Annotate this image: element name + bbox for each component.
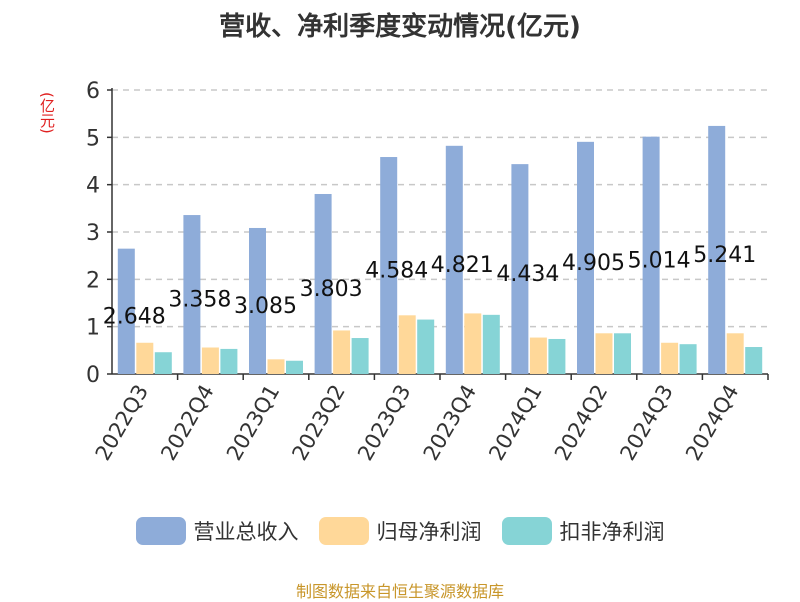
- y-tick-label: 1: [86, 316, 100, 341]
- bar-net-profit: [267, 359, 285, 374]
- y-tick-label: 5: [86, 126, 100, 151]
- bar-net-profit: [201, 347, 219, 374]
- bar-net-profit: [333, 330, 351, 374]
- bar-deducted-profit: [417, 319, 435, 374]
- bar-net-profit: [398, 315, 416, 374]
- bar-revenue: [314, 193, 332, 374]
- x-tick-label: 2024Q2: [550, 381, 612, 465]
- chart-title: 营收、净利季度变动情况(亿元): [219, 12, 581, 42]
- data-label-revenue: 4.584: [365, 259, 428, 284]
- bar-revenue: [380, 157, 398, 374]
- x-tick-label: 2023Q4: [419, 381, 481, 465]
- bar-deducted-profit: [286, 360, 303, 374]
- legend-label-deducted-profit: 扣非净利润: [559, 520, 665, 544]
- y-tick-label: 4: [86, 174, 100, 199]
- bar-revenue: [249, 227, 266, 374]
- legend-item-net-profit[interactable]: 归母净利润: [318, 516, 482, 546]
- x-tick-label: 2023Q1: [222, 381, 284, 465]
- legend-item-revenue[interactable]: 营业总收入: [135, 516, 299, 546]
- y-tick-label: 2: [86, 268, 100, 293]
- y-tick-label: 0: [86, 363, 100, 388]
- data-label-revenue: 5.014: [628, 248, 691, 273]
- data-label-revenue: 4.434: [496, 262, 559, 287]
- bar-deducted-profit: [154, 352, 172, 374]
- bar-revenue: [642, 136, 660, 374]
- data-label-revenue: 4.905: [562, 251, 625, 276]
- bar-net-profit: [464, 313, 482, 374]
- data-label-revenue: 3.803: [300, 277, 363, 302]
- bar-deducted-profit: [482, 314, 500, 374]
- bar-deducted-profit: [614, 333, 631, 374]
- x-tick-label: 2024Q1: [484, 381, 546, 465]
- legend-label-net-profit: 归母净利润: [376, 520, 482, 544]
- bar-revenue: [117, 248, 135, 374]
- bar-revenue: [183, 215, 201, 374]
- x-tick-label: 2022Q4: [156, 381, 218, 465]
- x-tick-label: 2024Q4: [681, 381, 743, 465]
- legend-swatch-revenue: [135, 517, 186, 545]
- data-source-note: 制图数据来自恒生聚源数据库: [295, 582, 504, 601]
- data-label-revenue: 4.821: [431, 253, 494, 278]
- bar-deducted-profit: [220, 348, 238, 374]
- legend: 营业总收入 归母净利润 扣非净利润: [0, 516, 800, 546]
- data-label-revenue: 3.358: [168, 288, 231, 313]
- bar-net-profit: [136, 342, 154, 374]
- legend-swatch-net-profit: [318, 517, 369, 545]
- bar-net-profit: [661, 342, 679, 374]
- bar-revenue: [577, 141, 594, 374]
- bar-net-profit: [726, 333, 744, 374]
- y-tick-label: 3: [86, 221, 100, 246]
- bar-deducted-profit: [745, 347, 763, 374]
- x-tick-label: 2024Q3: [615, 381, 677, 465]
- bar-deducted-profit: [679, 344, 697, 374]
- bar-revenue: [511, 164, 529, 374]
- data-label-revenue: 3.085: [234, 294, 297, 319]
- legend-item-deducted-profit[interactable]: 扣非净利润: [501, 516, 665, 546]
- bar-net-profit: [595, 333, 613, 374]
- bar-revenue: [445, 145, 463, 374]
- y-tick-label: 6: [86, 79, 100, 104]
- y-axis-unit-label: (亿元): [38, 92, 56, 134]
- legend-label-revenue: 营业总收入: [193, 520, 299, 544]
- bar-net-profit: [529, 337, 547, 374]
- bar-deducted-profit: [351, 338, 369, 374]
- x-tick-label: 2022Q3: [91, 381, 153, 465]
- legend-swatch-deducted-profit: [501, 517, 552, 545]
- x-tick-label: 2023Q3: [353, 381, 415, 465]
- data-label-revenue: 2.648: [103, 304, 166, 329]
- bar-revenue: [708, 125, 726, 375]
- x-tick-label: 2023Q2: [287, 381, 349, 465]
- bar-deducted-profit: [548, 338, 566, 374]
- data-label-revenue: 5.241: [693, 243, 756, 268]
